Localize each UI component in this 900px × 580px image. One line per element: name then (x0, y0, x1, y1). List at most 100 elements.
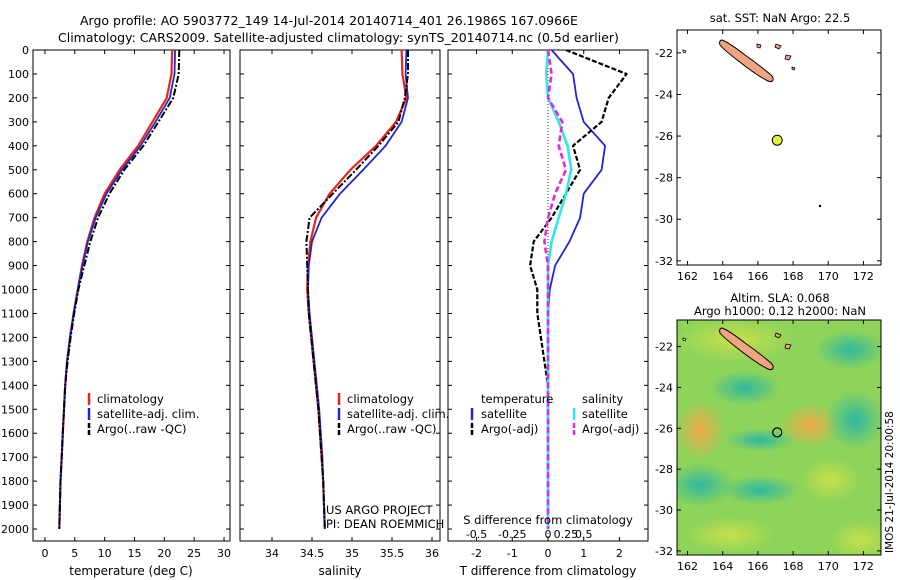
depth-tick-label: 1800 (1, 475, 29, 488)
legend-label: satellite-adj. clim. (347, 407, 449, 421)
argo-position-marker (771, 134, 783, 146)
lat-tick-label: -24 (655, 88, 673, 101)
x-tick-label: 0 (41, 547, 48, 560)
small-island (756, 43, 762, 49)
x-tick-label: 10 (98, 547, 112, 560)
x-tick-label: 34.5 (300, 547, 325, 560)
x-tick-label: 5 (71, 547, 78, 560)
s-tick-label: -0.5 (466, 528, 487, 541)
legend-title-temperature: temperature (481, 392, 553, 406)
lat-tick-label: -22 (655, 47, 673, 60)
depth-tick-label: 200 (8, 92, 29, 105)
legend-label: satellite (481, 407, 527, 421)
sla-anomaly (677, 400, 724, 460)
temperature-profiles (58, 50, 181, 530)
lat-tick-label: -24 (655, 381, 673, 394)
difference-profiles (528, 50, 628, 529)
lon-tick-label: 162 (677, 270, 698, 283)
series-line-4 (543, 50, 568, 529)
sla-anomaly (800, 458, 860, 502)
salinity-difference-axis: -0.5 -0.25 0 0.250.5 (466, 528, 593, 541)
sla-map-field (677, 320, 881, 555)
lon-tick-label: 166 (747, 270, 768, 283)
lat-tick-label: -32 (655, 545, 673, 558)
s-tick-label: 0 (545, 528, 552, 541)
lon-tick-label: 168 (783, 560, 804, 573)
sla-anomaly (825, 390, 881, 450)
lat-tick-label: -28 (655, 463, 673, 476)
lat-tick-label: -26 (655, 422, 673, 435)
small-island (784, 343, 792, 350)
lat-tick-label: -26 (655, 130, 673, 143)
lat-tick-label: -30 (655, 213, 673, 226)
x-tick-label: 1 (580, 547, 587, 560)
depth-tick-label: 1200 (1, 331, 29, 344)
legend-label: Argo(-adj) (481, 422, 538, 436)
salinity-profiles (305, 50, 409, 530)
s-tick-label: 0.5 (575, 528, 593, 541)
credit-project: US ARGO PROJECT (326, 503, 434, 517)
lat-tick-label: -28 (655, 172, 673, 185)
x-tick-label: 34 (265, 547, 279, 560)
x-tick-label: 20 (157, 547, 171, 560)
legend-label: Argo(-adj) (582, 422, 639, 436)
sla-anomaly (725, 428, 795, 452)
series-line-3 (58, 50, 181, 530)
x-tick-label: 35.5 (380, 547, 405, 560)
depth-tick-label: 100 (8, 68, 29, 81)
depth-tick-label: 300 (8, 116, 29, 129)
salinity-x-label: salinity (318, 564, 361, 578)
depth-tick-label: 700 (8, 212, 29, 225)
temperature-x-label: temperature (deg C) (69, 564, 192, 578)
s-difference-label: S difference from climatology (463, 513, 633, 527)
x-tick-label: 35 (345, 547, 359, 560)
sla-anomaly (830, 520, 881, 555)
argo-position-marker (772, 427, 783, 438)
sla-anomaly (710, 370, 780, 406)
salinity-legend: climatology satellite-adj. clim. Argo(..… (337, 392, 449, 436)
legend-label: climatology (347, 392, 414, 406)
x-tick-label: -1 (507, 547, 518, 560)
lon-tick-label: 164 (712, 560, 733, 573)
x-tick-label: 0 (545, 547, 552, 560)
legend-title-salinity: salinity (582, 392, 623, 406)
legend-label: satellite (582, 407, 628, 421)
sst-map-frame (676, 29, 882, 266)
s-tick-label: -0.25 (498, 528, 526, 541)
sla-map-title-1: Altim. SLA: 0.068 (730, 291, 829, 305)
depth-tick-label: 400 (8, 140, 29, 153)
lat-tick-label: -32 (655, 255, 673, 268)
depth-tick-label: 1000 (1, 284, 29, 297)
sst-map-title: sat. SST: NaN Argo: 22.5 (710, 11, 851, 25)
lat-tick-label: -30 (655, 504, 673, 517)
depth-tick-label: 1400 (1, 379, 29, 392)
sla-anomaly (780, 403, 840, 447)
lat-tick-label: -22 (655, 341, 673, 354)
sla-anomaly (685, 517, 775, 553)
lon-tick-label: 172 (853, 560, 874, 573)
depth-tick-label: 1500 (1, 403, 29, 416)
temperature-panel (32, 49, 231, 542)
depth-tick-label: 0 (22, 44, 29, 57)
temperature-x-axis: 0 5 10 15 20 25 30 (41, 50, 231, 560)
depth-tick-label: 1100 (1, 307, 29, 320)
small-island (682, 49, 687, 54)
small-island (774, 332, 782, 339)
sla-map-title-2: Argo h1000: 0.12 h2000: NaN (694, 304, 866, 318)
temperature-legend: climatology satellite-adj. clim. Argo(..… (87, 392, 199, 436)
island-dot (818, 204, 822, 208)
salinity-panel (239, 49, 441, 542)
sst-map-land (682, 39, 822, 208)
small-island (784, 54, 792, 61)
depth-axis: 0 100 200 300 400 500 600 700 800 900 1000 1100 1200… (1, 44, 648, 536)
legend-label: satellite-adj. clim. (97, 407, 199, 421)
depth-tick-label: 1600 (1, 427, 29, 440)
x-tick-label: 2 (616, 547, 623, 560)
x-tick-label: 25 (187, 547, 201, 560)
sla-anomaly (720, 475, 800, 505)
depth-tick-label: 1700 (1, 451, 29, 464)
sla-map-frame (676, 319, 882, 556)
x-tick-label: -2 (471, 547, 482, 560)
s-tick-label: 0.25 (554, 528, 579, 541)
lon-tick-label: 170 (818, 560, 839, 573)
